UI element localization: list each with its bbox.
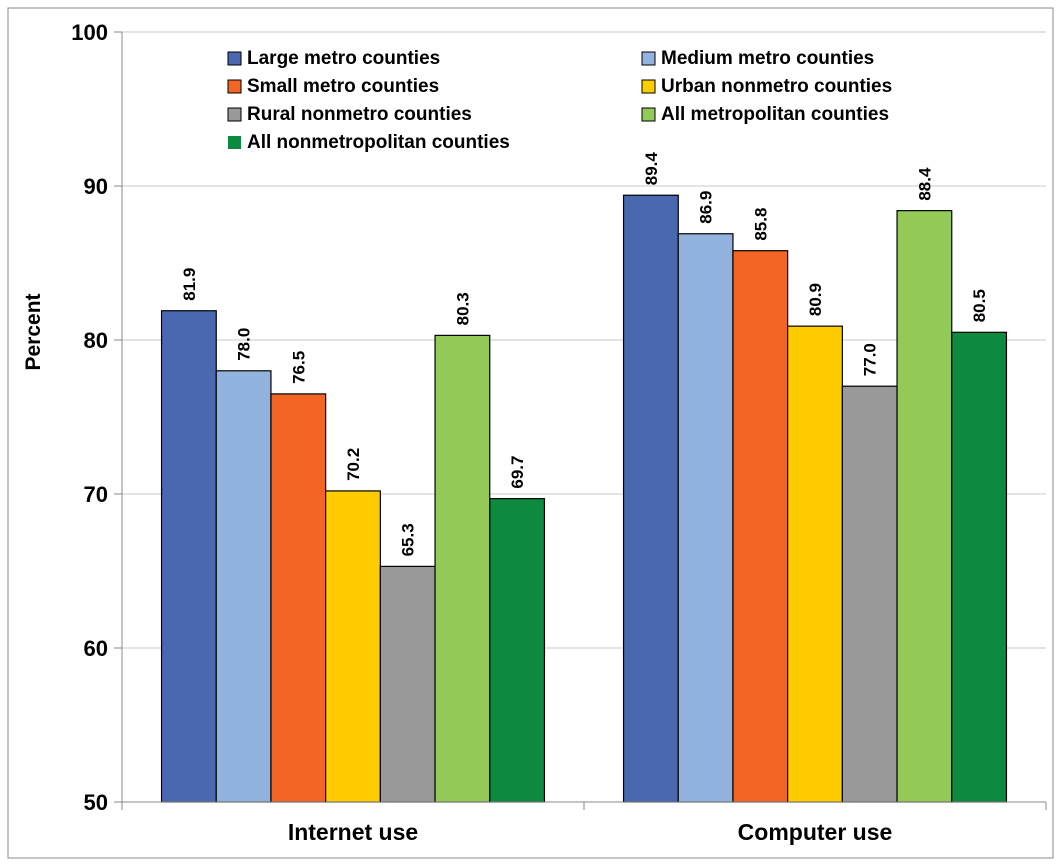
data-label: 65.3 — [399, 523, 418, 556]
bar — [622, 194, 679, 803]
legend-label: All metropolitan counties — [661, 104, 889, 125]
legend-swatch — [227, 107, 242, 122]
data-label: 70.2 — [344, 448, 363, 481]
y-tick-label: 60 — [84, 636, 108, 661]
data-label: 86.9 — [697, 191, 716, 224]
axes: 50 60 70 80 90 100 Internet use Computer use — [71, 20, 1047, 845]
legend-swatch — [641, 79, 656, 94]
data-label: 76.5 — [289, 351, 308, 384]
legend-label: Medium metro counties — [661, 48, 874, 69]
bar — [270, 393, 327, 803]
bar — [379, 565, 436, 803]
data-label: 80.9 — [806, 283, 825, 316]
data-label: 88.4 — [915, 167, 934, 201]
y-tick-label: 70 — [84, 482, 108, 507]
bar — [434, 334, 491, 803]
legend-swatch — [228, 136, 241, 149]
bars — [160, 194, 1008, 803]
bar — [732, 250, 789, 803]
x-category-label: Internet use — [288, 819, 418, 845]
data-label: 77.0 — [861, 343, 880, 376]
legend-label: Large metro counties — [247, 48, 440, 69]
data-label: 69.7 — [508, 456, 527, 489]
legend-swatch — [641, 107, 656, 122]
bar — [787, 325, 843, 803]
bar — [841, 385, 898, 803]
legend-swatch — [227, 79, 242, 94]
y-tick-label: 100 — [71, 20, 108, 45]
bar — [677, 233, 734, 803]
legend-label: Small metro counties — [247, 76, 439, 97]
x-category-label: Computer use — [738, 819, 893, 845]
data-label: 78.0 — [235, 328, 254, 361]
data-label: 80.5 — [970, 289, 989, 322]
bar — [896, 210, 953, 803]
data-label: 80.3 — [453, 292, 472, 325]
legend-label: Rural nonmetro counties — [247, 104, 472, 125]
legend: Large metro counties Medium metro countie… — [227, 48, 892, 153]
legend-swatch — [641, 51, 656, 66]
data-label: 89.4 — [642, 152, 661, 186]
y-axis-title: Percent — [22, 293, 45, 370]
data-label: 85.8 — [751, 208, 770, 241]
legend-label: Urban nonmetro counties — [661, 76, 892, 97]
legend-label: All nonmetropolitan counties — [247, 132, 510, 153]
bar — [489, 498, 546, 803]
bar — [325, 490, 381, 803]
y-tick-label: 50 — [84, 790, 108, 815]
y-tick-label: 80 — [84, 328, 108, 353]
data-labels: 81.9 78.0 76.5 70.2 65.3 80.3 69.7 89.4 86.9 85.8… — [180, 152, 989, 557]
bar — [160, 310, 217, 803]
y-tick-label: 90 — [84, 174, 108, 199]
data-label: 81.9 — [180, 268, 199, 301]
bar — [951, 331, 1008, 803]
bar — [215, 370, 272, 803]
legend-swatch — [227, 51, 242, 66]
